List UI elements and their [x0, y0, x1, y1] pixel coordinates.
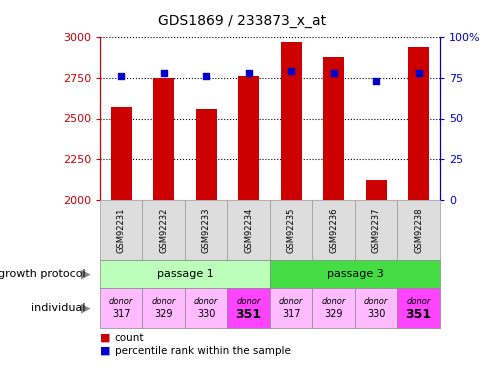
Bar: [407, 47, 428, 200]
Text: 329: 329: [324, 309, 342, 319]
Point: [329, 70, 337, 76]
Point: [244, 70, 252, 76]
Text: 330: 330: [197, 309, 215, 319]
Text: donor: donor: [321, 297, 345, 306]
Text: growth protocol: growth protocol: [0, 269, 85, 279]
Bar: [365, 180, 386, 200]
Text: 330: 330: [366, 309, 385, 319]
Text: passage 3: passage 3: [326, 269, 382, 279]
Text: 329: 329: [154, 309, 173, 319]
Bar: [280, 42, 301, 200]
Text: 351: 351: [405, 308, 431, 321]
Text: GSM92234: GSM92234: [244, 207, 253, 253]
Text: 351: 351: [235, 308, 261, 321]
Text: donor: donor: [109, 297, 133, 306]
Text: ■: ■: [100, 346, 110, 356]
Text: 317: 317: [281, 309, 300, 319]
Text: donor: donor: [236, 297, 260, 306]
Text: GSM92238: GSM92238: [413, 207, 423, 253]
Bar: [322, 57, 344, 200]
Bar: [110, 107, 132, 200]
Point: [160, 70, 167, 76]
Text: GSM92233: GSM92233: [201, 207, 211, 253]
Point: [414, 70, 422, 76]
Text: donor: donor: [151, 297, 176, 306]
Text: ▶: ▶: [80, 302, 90, 315]
Text: passage 1: passage 1: [156, 269, 213, 279]
Text: GSM92231: GSM92231: [117, 207, 125, 253]
Bar: [195, 109, 216, 200]
Text: GSM92235: GSM92235: [286, 207, 295, 253]
Point: [287, 68, 295, 74]
Text: individual: individual: [31, 303, 85, 313]
Text: percentile rank within the sample: percentile rank within the sample: [114, 346, 290, 356]
Text: 317: 317: [112, 309, 130, 319]
Text: donor: donor: [363, 297, 388, 306]
Text: ■: ■: [100, 333, 110, 343]
Bar: [153, 78, 174, 200]
Text: donor: donor: [278, 297, 303, 306]
Text: GSM92232: GSM92232: [159, 207, 168, 253]
Text: count: count: [114, 333, 144, 343]
Text: donor: donor: [194, 297, 218, 306]
Text: donor: donor: [406, 297, 430, 306]
Point: [117, 73, 125, 79]
Text: GSM92236: GSM92236: [329, 207, 337, 253]
Text: ▶: ▶: [80, 267, 90, 280]
Text: GSM92237: GSM92237: [371, 207, 380, 253]
Text: GDS1869 / 233873_x_at: GDS1869 / 233873_x_at: [158, 14, 326, 28]
Point: [372, 78, 379, 84]
Bar: [238, 76, 259, 200]
Point: [202, 73, 210, 79]
